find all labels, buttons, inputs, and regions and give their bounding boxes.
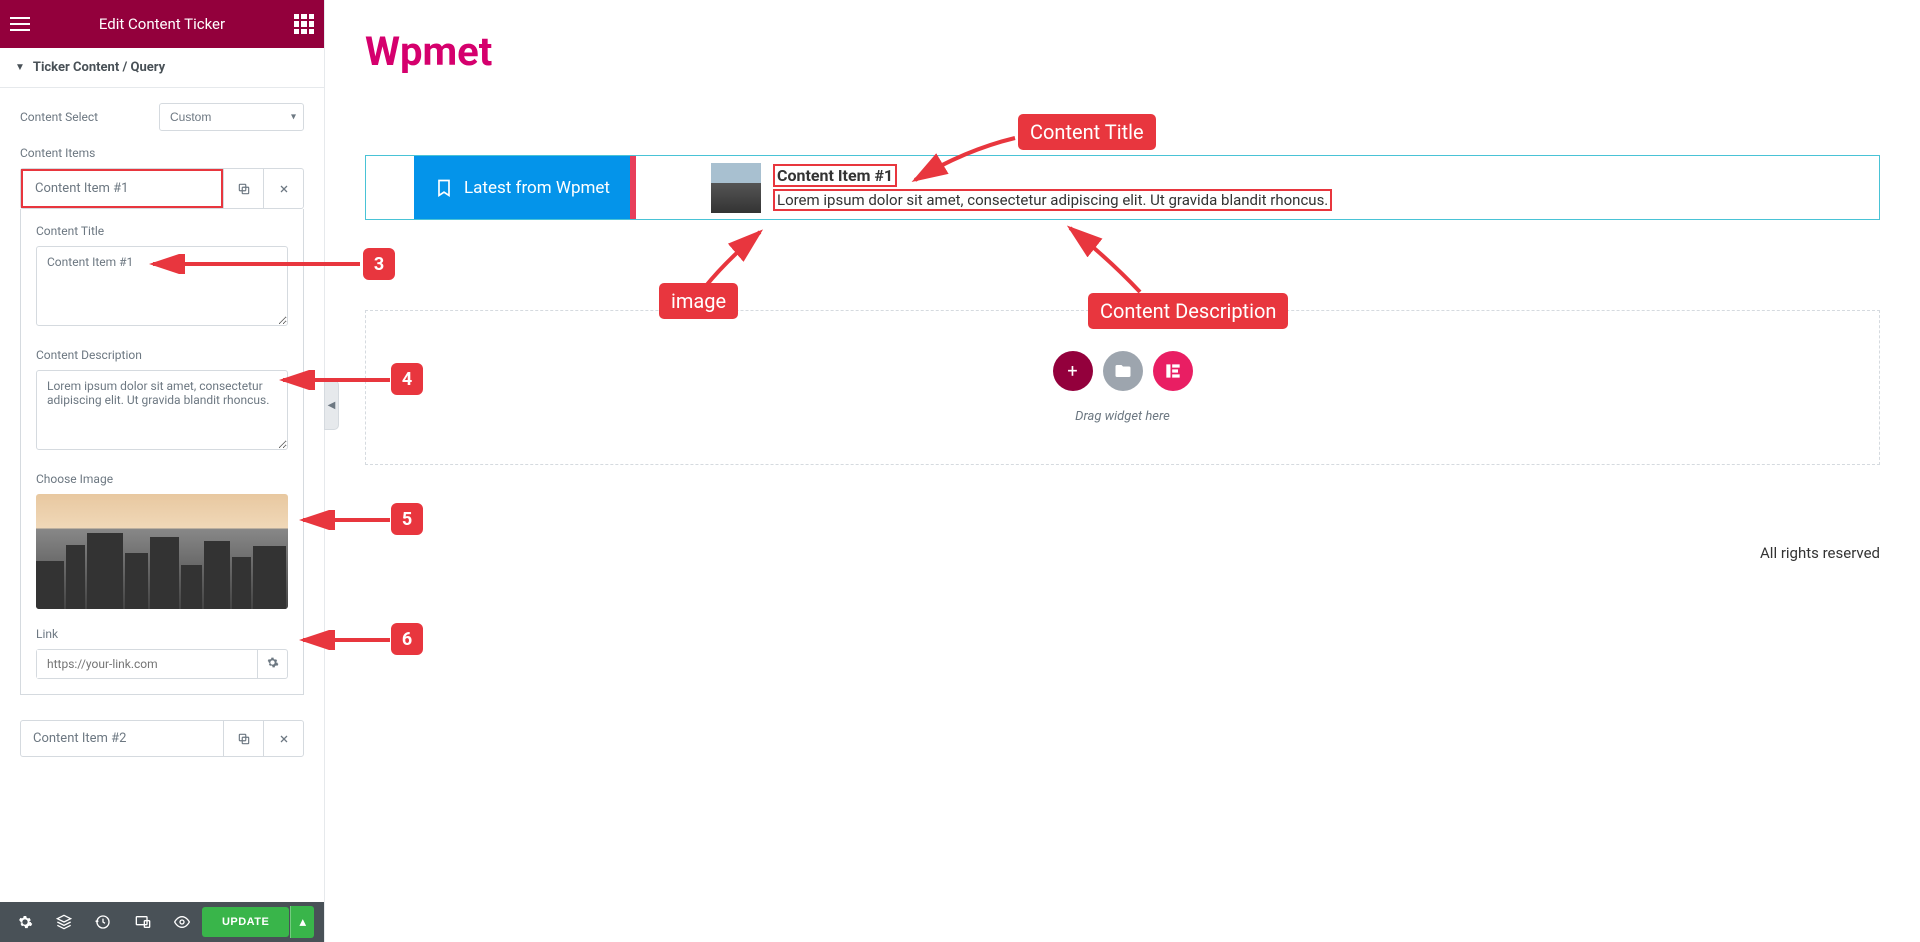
ticker-item-description: Lorem ipsum dolor sit amet, consectetur … <box>773 189 1332 211</box>
repeater-item-header[interactable]: Content Item #2 <box>20 720 304 757</box>
bookmark-icon <box>434 178 454 198</box>
layers-icon <box>56 914 72 930</box>
copy-icon <box>237 732 251 746</box>
choose-image-label: Choose Image <box>36 472 288 486</box>
folder-icon <box>1114 362 1132 380</box>
preview-button[interactable] <box>163 902 202 942</box>
content-select-label: Content Select <box>20 110 98 124</box>
history-button[interactable] <box>84 902 123 942</box>
responsive-button[interactable] <box>123 902 162 942</box>
link-input[interactable] <box>37 650 257 678</box>
widget-handle[interactable] <box>366 156 414 219</box>
panel-body: Content Select Custom Content Items Cont… <box>0 88 324 942</box>
footer-text: All rights reserved <box>1760 544 1880 562</box>
ticker-thumbnail <box>711 163 761 213</box>
gear-icon <box>266 656 279 669</box>
site-title: Wpmet <box>365 28 1880 75</box>
elementskit-button[interactable] <box>1153 351 1193 391</box>
copy-icon <box>237 182 251 196</box>
duplicate-button[interactable] <box>223 721 263 756</box>
close-icon <box>278 733 290 745</box>
add-widget-button[interactable]: + <box>1053 351 1093 391</box>
remove-button[interactable] <box>263 169 303 208</box>
content-ticker-widget[interactable]: Latest from Wpmet Content Item #1 Lorem … <box>365 155 1880 220</box>
panel-collapse-handle[interactable]: ◀ <box>324 380 339 430</box>
ticker-label: Latest from Wpmet <box>464 178 610 198</box>
ticker-content: Content Item #1 Lorem ipsum dolor sit am… <box>773 164 1879 211</box>
panel-title: Edit Content Ticker <box>30 15 294 33</box>
widget-dropzone[interactable]: + Drag widget here <box>365 310 1880 465</box>
content-items-label: Content Items <box>20 146 304 160</box>
ticker-item-title: Content Item #1 <box>773 164 897 187</box>
content-title-label: Content Title <box>36 224 288 238</box>
update-dropdown[interactable]: ▴ <box>290 906 314 938</box>
settings-button[interactable] <box>5 902 44 942</box>
content-select-row: Content Select Custom <box>20 103 304 131</box>
link-options-button[interactable] <box>257 650 287 678</box>
menu-icon[interactable] <box>10 17 30 31</box>
bottom-toolbar: UPDATE ▴ <box>0 902 324 942</box>
close-icon <box>278 183 290 195</box>
section-toggle[interactable]: ▼ Ticker Content / Query <box>0 48 324 88</box>
remove-button[interactable] <box>263 721 303 756</box>
repeater-item-name: Content Item #1 <box>21 169 223 208</box>
repeater-item-header[interactable]: Content Item #1 <box>20 168 304 209</box>
ek-icon <box>1163 361 1183 381</box>
ticker-label-wrap: Latest from Wpmet <box>414 156 636 219</box>
repeater-item-name: Content Item #2 <box>21 721 223 756</box>
responsive-icon <box>135 914 151 930</box>
duplicate-button[interactable] <box>223 169 263 208</box>
repeater-item-fields: Content Title Content Description Choose… <box>20 209 304 695</box>
gear-icon <box>17 914 33 930</box>
link-field-row <box>36 649 288 679</box>
content-desc-input[interactable] <box>36 370 288 450</box>
content-select-wrap: Custom <box>159 103 304 131</box>
repeater-item-actions <box>223 721 303 756</box>
sidebar-header: Edit Content Ticker <box>0 0 324 48</box>
link-label: Link <box>36 627 288 641</box>
dropzone-actions: + <box>406 351 1839 391</box>
eye-icon <box>174 914 190 930</box>
template-button[interactable] <box>1103 351 1143 391</box>
preview-area: Wpmet Latest from Wpmet Content Item #1 … <box>325 0 1920 942</box>
dropzone-text: Drag widget here <box>406 409 1839 424</box>
content-select[interactable]: Custom <box>159 103 304 131</box>
navigator-button[interactable] <box>44 902 83 942</box>
content-desc-label: Content Description <box>36 348 288 362</box>
section-title: Ticker Content / Query <box>33 60 165 75</box>
image-picker[interactable] <box>36 494 288 609</box>
history-icon <box>95 914 111 930</box>
editor-sidebar: Edit Content Ticker ▼ Ticker Content / Q… <box>0 0 325 942</box>
repeater-item-actions <box>223 169 303 208</box>
content-title-input[interactable] <box>36 246 288 326</box>
update-button[interactable]: UPDATE <box>202 907 289 937</box>
apps-icon[interactable] <box>294 14 314 34</box>
caret-down-icon: ▼ <box>15 62 25 73</box>
